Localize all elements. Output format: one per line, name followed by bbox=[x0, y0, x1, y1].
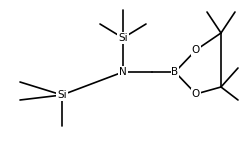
Text: O: O bbox=[192, 89, 200, 99]
Text: O: O bbox=[192, 45, 200, 55]
Text: B: B bbox=[171, 67, 179, 77]
Text: Si: Si bbox=[57, 90, 67, 100]
Text: N: N bbox=[119, 67, 127, 77]
Text: Si: Si bbox=[118, 33, 128, 43]
